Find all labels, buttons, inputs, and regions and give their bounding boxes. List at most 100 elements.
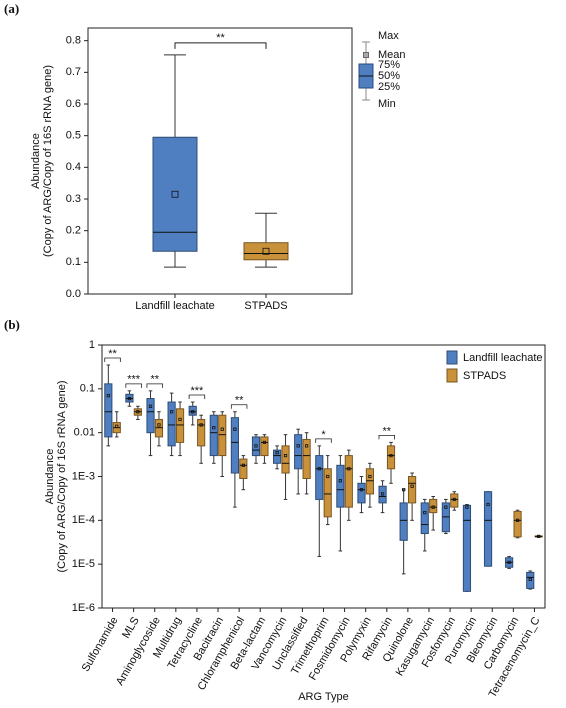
significance-bracket xyxy=(188,394,206,400)
box xyxy=(344,455,353,508)
box xyxy=(365,468,374,495)
mean xyxy=(347,467,351,471)
box xyxy=(218,414,227,457)
y-tick-label: 1E-6 xyxy=(72,602,95,614)
mean xyxy=(170,410,174,414)
box xyxy=(483,491,493,567)
box xyxy=(513,510,522,538)
box xyxy=(239,458,248,480)
y-tick-label: 0.3 xyxy=(66,193,81,205)
mean xyxy=(157,423,161,427)
box xyxy=(462,504,472,592)
mean xyxy=(515,518,520,522)
mean xyxy=(241,463,245,467)
box xyxy=(323,468,332,518)
box xyxy=(302,438,311,480)
y-tick-label: 0.4 xyxy=(66,161,81,173)
y-tick-label: 0.2 xyxy=(66,225,81,237)
box xyxy=(167,401,176,447)
significance-bracket xyxy=(125,383,142,388)
legend-swatch xyxy=(446,368,458,383)
mean xyxy=(220,427,224,431)
plot-frame xyxy=(101,344,546,609)
y-tick-label: 0.1 xyxy=(66,256,81,268)
y-tick-label: 0.0 xyxy=(66,288,81,300)
panel-label: (a) xyxy=(4,1,19,16)
significance-label: * xyxy=(321,429,326,441)
panel-label: (b) xyxy=(4,317,20,332)
mean xyxy=(106,394,110,398)
significance-label: ** xyxy=(383,425,392,437)
box xyxy=(209,414,218,457)
y-axis-title: Abundance xyxy=(44,449,56,505)
box xyxy=(273,449,282,464)
box xyxy=(378,485,387,504)
box xyxy=(357,482,366,504)
y-axis-title: Abundance xyxy=(30,133,42,189)
significance-label: ** xyxy=(235,395,244,407)
legend-mean xyxy=(363,52,369,58)
mean xyxy=(528,577,532,581)
mean xyxy=(171,190,179,198)
mean xyxy=(305,444,309,448)
mean xyxy=(507,560,511,564)
significance-label: *** xyxy=(127,374,141,386)
y-tick-label: 1E-4 xyxy=(72,514,95,526)
box xyxy=(154,418,164,438)
legend-label: 75% xyxy=(378,59,400,71)
mean xyxy=(233,427,237,431)
x-tick-label: Landfill leachate xyxy=(135,300,215,312)
mean xyxy=(262,247,270,255)
mean xyxy=(199,423,203,427)
significance-bracket xyxy=(378,434,395,440)
box xyxy=(243,242,289,261)
mean xyxy=(136,410,140,414)
box xyxy=(420,502,429,535)
mean xyxy=(317,467,321,471)
x-axis-title: ARG Type xyxy=(298,691,349,703)
legend-label: Min xyxy=(378,98,396,110)
legend-icon xyxy=(358,41,374,101)
box xyxy=(260,436,269,457)
mean xyxy=(262,440,267,444)
mean xyxy=(115,424,119,428)
significance-bracket xyxy=(230,404,248,409)
mean xyxy=(254,444,258,448)
significance-label: *** xyxy=(191,385,205,397)
mean xyxy=(389,453,393,458)
significance-label: ** xyxy=(150,374,159,386)
legend-label: Mean xyxy=(378,49,406,61)
mean xyxy=(326,474,330,479)
y-axis-title: (Copy of ARG/Copy of 16S rRNA gene) xyxy=(42,65,54,257)
box xyxy=(408,476,417,504)
significance-bracket xyxy=(315,438,332,443)
box xyxy=(386,445,396,470)
mean xyxy=(148,404,153,408)
mean xyxy=(359,488,364,492)
mean xyxy=(423,511,427,515)
x-tick-label: MLS xyxy=(120,615,142,641)
box xyxy=(230,417,239,474)
y-tick-label: 1 xyxy=(89,339,95,351)
mean xyxy=(212,426,216,430)
mean xyxy=(537,534,541,538)
significance-bracket xyxy=(146,383,163,388)
mean xyxy=(465,505,469,509)
mean xyxy=(402,488,406,492)
y-tick-label: 1E-3 xyxy=(72,470,95,482)
x-tick-label: Sulfonamide xyxy=(80,615,121,674)
box xyxy=(399,502,408,541)
y-tick-label: 0.8 xyxy=(66,35,81,47)
mean xyxy=(368,474,372,479)
mean xyxy=(275,451,279,455)
box xyxy=(104,383,113,438)
y-tick-label: 0.01 xyxy=(74,427,95,439)
y-tick-label: 0.6 xyxy=(66,98,81,110)
mean xyxy=(410,484,414,488)
legend-label: 25% xyxy=(378,81,400,93)
box xyxy=(336,464,345,508)
legend-swatch xyxy=(446,350,458,365)
y-tick-label: 0.1 xyxy=(80,383,95,395)
legend-label: Landfill leachate xyxy=(463,352,543,364)
box xyxy=(175,408,185,443)
